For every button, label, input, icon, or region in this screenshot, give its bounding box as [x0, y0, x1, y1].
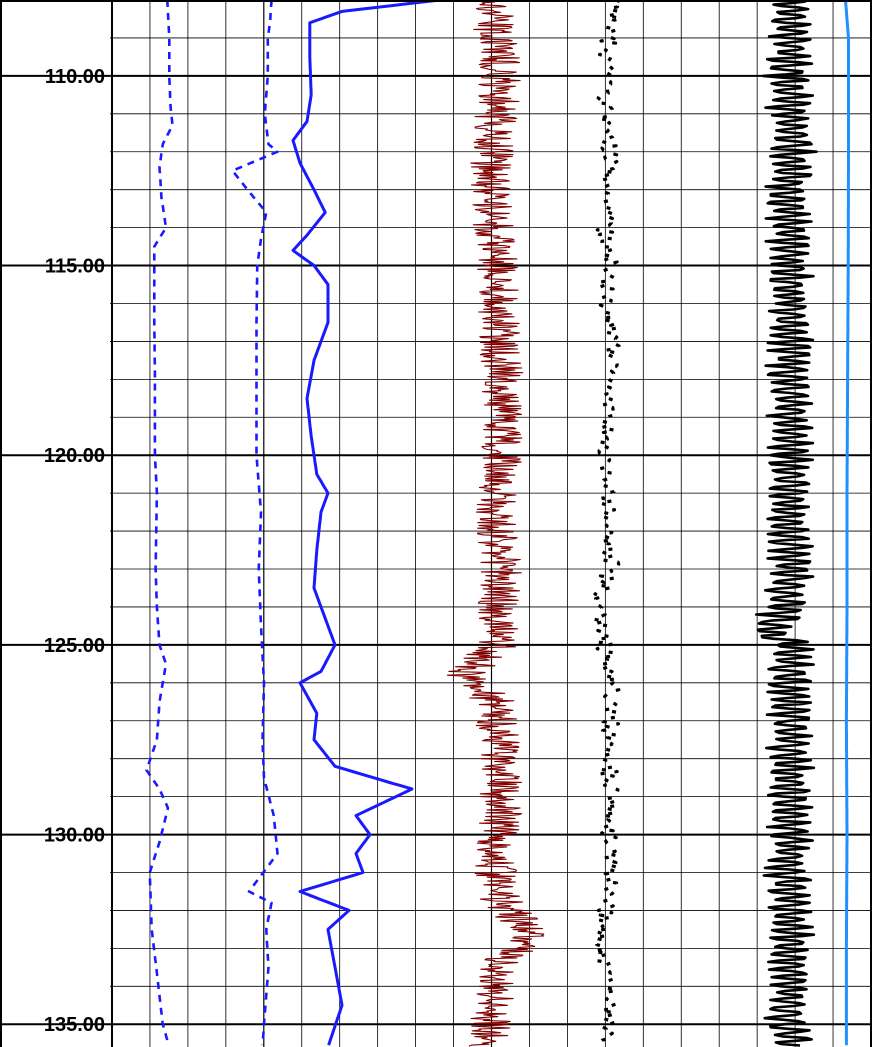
log-curve-3 — [291, 0, 441, 1046]
log-curve-2 — [231, 0, 279, 1046]
log-curve-7 — [844, 0, 850, 1046]
log-curve-6 — [754, 0, 818, 1047]
log-curve-5 — [591, 0, 623, 1045]
log-curve-4 — [446, 0, 545, 1047]
log-curves — [145, 0, 850, 1047]
major-grid — [0, 74, 871, 1026]
log-curve-1 — [145, 0, 174, 1046]
chart-frame — [0, 0, 872, 1047]
